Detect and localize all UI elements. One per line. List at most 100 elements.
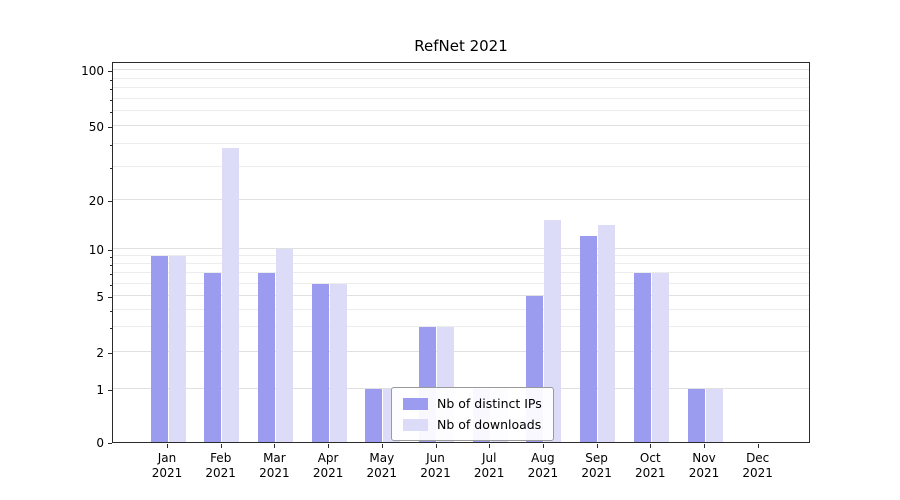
x-tick-year: 2021 <box>527 466 559 480</box>
x-tick-label: Jul 2021 <box>459 451 519 481</box>
x-tick-mark <box>757 444 759 448</box>
y-tick-label: 1 <box>96 383 104 398</box>
legend: Nb of distinct IPs Nb of downloads <box>391 387 554 441</box>
x-tick-year: 2021 <box>742 466 773 480</box>
legend-swatch-downloads <box>403 418 428 431</box>
x-tick-mark <box>650 444 652 448</box>
bar-distinct-ips-nov <box>687 389 705 442</box>
bar-distinct-ips-sep <box>580 236 598 442</box>
y-tick-mark <box>108 127 112 129</box>
x-tick-mark <box>435 444 437 448</box>
x-tick-year: 2021 <box>151 466 183 480</box>
bar-downloads-mar <box>275 248 293 442</box>
x-tick-year: 2021 <box>473 466 505 480</box>
x-tick-month: Mar <box>263 451 286 465</box>
legend-swatch-distinct-ips <box>403 397 428 410</box>
x-tick-year: 2021 <box>312 466 344 480</box>
x-tick-year: 2021 <box>581 466 612 480</box>
x-tick-month: Oct <box>639 451 661 465</box>
y-minor-tick-mark <box>110 89 112 91</box>
bar-downloads-apr <box>329 283 347 442</box>
x-tick-year: 2021 <box>259 466 290 480</box>
x-tick-mark <box>596 444 598 448</box>
bar-downloads-oct <box>651 273 669 442</box>
x-tick-mark <box>167 444 168 448</box>
bar-distinct-ips-feb <box>204 273 222 442</box>
x-tick-label: Aug 2021 <box>513 451 573 481</box>
x-tick-label: Jun 2021 <box>406 451 466 481</box>
x-tick-month: Feb <box>210 451 232 465</box>
y-tick-label: 50 <box>88 120 104 135</box>
bar-downloads-aug <box>544 220 562 442</box>
gridline <box>113 199 809 201</box>
y-tick-mark <box>108 71 112 73</box>
y-tick-mark <box>108 297 112 299</box>
gridline <box>113 166 809 168</box>
x-tick-mark <box>328 444 330 448</box>
x-tick-year: 2021 <box>688 466 720 480</box>
gridline <box>113 77 809 79</box>
x-tick-label: Sep 2021 <box>567 451 627 481</box>
bar-downloads-nov <box>705 389 723 442</box>
y-minor-tick-mark <box>110 168 112 170</box>
gridline <box>113 263 809 265</box>
legend-item-distinct-ips: Nb of distinct IPs <box>403 396 542 411</box>
bar-downloads-feb <box>222 148 240 442</box>
x-tick-year: 2021 <box>635 466 666 480</box>
y-minor-tick-mark <box>110 79 112 81</box>
x-tick-label: Mar 2021 <box>244 451 304 481</box>
y-minor-tick-mark <box>110 257 112 258</box>
y-minor-tick-mark <box>110 99 112 101</box>
bar-distinct-ips-mar <box>257 273 275 442</box>
y-minor-tick-mark <box>110 310 112 312</box>
x-tick-mark <box>489 444 491 448</box>
x-tick-label: Feb 2021 <box>191 451 251 481</box>
y-tick-mark <box>108 249 112 251</box>
x-tick-mark <box>704 444 705 448</box>
y-tick-label: 100 <box>81 64 104 79</box>
gridline <box>113 97 809 99</box>
x-tick-mark <box>542 444 544 448</box>
x-tick-month: May <box>369 451 395 465</box>
gridline <box>113 351 809 353</box>
x-tick-year: 2021 <box>205 466 236 480</box>
y-tick-mark <box>108 353 112 355</box>
y-minor-tick-mark <box>110 328 112 330</box>
y-tick-label: 5 <box>96 290 104 305</box>
x-tick-month: Jul <box>481 451 497 465</box>
x-tick-month: Apr <box>317 451 339 465</box>
bar-distinct-ips-oct <box>633 273 651 442</box>
gridline <box>113 110 809 112</box>
gridline <box>113 282 809 284</box>
x-tick-month: Sep <box>585 451 608 465</box>
x-tick-label: Nov 2021 <box>674 451 734 481</box>
gridline <box>113 247 809 249</box>
gridline <box>113 272 809 274</box>
y-tick-label: 10 <box>88 242 104 257</box>
gridline <box>113 87 809 89</box>
bar-downloads-jan <box>168 256 186 442</box>
gridline <box>113 255 809 257</box>
legend-label-distinct-ips: Nb of distinct IPs <box>437 396 542 411</box>
x-tick-year: 2021 <box>366 466 398 480</box>
gridline <box>113 295 809 297</box>
bar-distinct-ips-may <box>365 389 383 442</box>
x-tick-month: Dec <box>746 451 770 465</box>
y-tick-mark <box>108 443 112 444</box>
y-minor-tick-mark <box>110 145 112 147</box>
x-tick-label: Jan 2021 <box>137 451 197 481</box>
x-tick-mark <box>381 444 383 448</box>
legend-label-downloads: Nb of downloads <box>437 417 542 432</box>
y-minor-tick-mark <box>110 274 112 276</box>
x-tick-label: May 2021 <box>352 451 412 481</box>
y-minor-tick-mark <box>110 265 112 267</box>
gridline <box>113 125 809 127</box>
x-tick-mark <box>274 444 276 448</box>
legend-item-downloads: Nb of downloads <box>403 417 542 432</box>
plot-area: Nb of distinct IPs Nb of downloads <box>112 62 810 443</box>
y-minor-tick-mark <box>110 112 112 114</box>
x-tick-month: Jan <box>157 451 177 465</box>
y-minor-tick-mark <box>110 284 112 286</box>
gridline <box>113 143 809 145</box>
x-tick-month: Nov <box>692 451 716 465</box>
